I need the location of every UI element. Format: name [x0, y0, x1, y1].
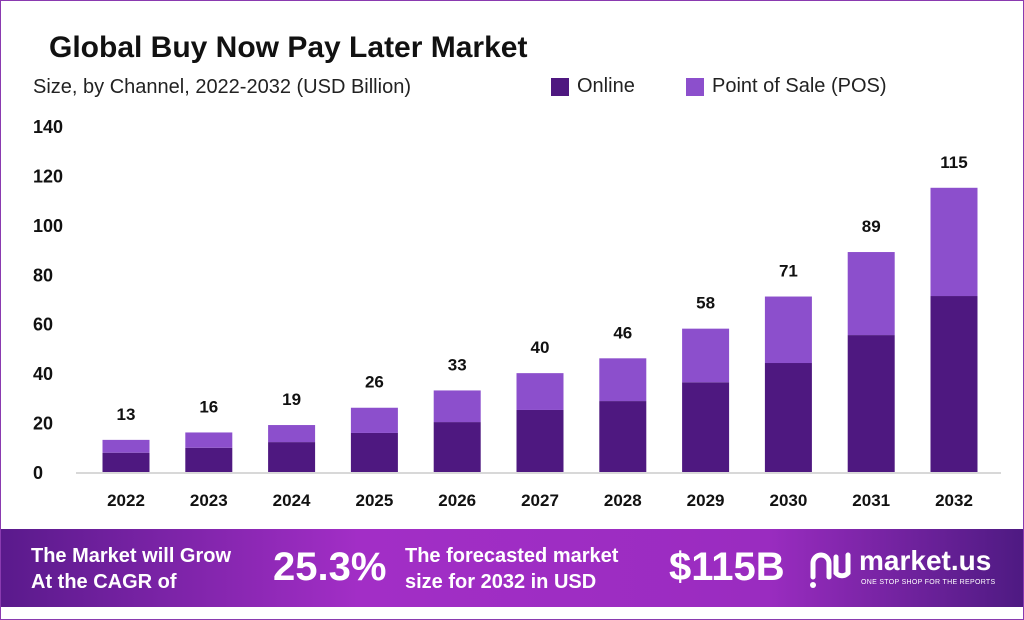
y-tick-label: 20	[33, 414, 53, 434]
chart-title: Global Buy Now Pay Later Market	[49, 31, 528, 64]
cagr-value: 25.3%	[273, 545, 387, 589]
y-tick-label: 0	[33, 463, 43, 483]
legend-swatch-pos	[686, 77, 704, 96]
total-label: 46	[613, 323, 632, 342]
bar-pos-2030	[764, 296, 812, 364]
total-label: 71	[779, 262, 798, 281]
total-label: 58	[696, 294, 715, 313]
bar-pos-2028	[599, 358, 647, 402]
bar-pos-2031	[847, 252, 895, 336]
total-label: 26	[365, 373, 384, 392]
bar-online-2023	[185, 447, 233, 472]
forecast-value: $115B	[669, 545, 785, 589]
legend-label-online: Online	[577, 75, 635, 97]
bar-pos-2022	[102, 439, 150, 453]
bar-online-2022	[102, 452, 150, 472]
logo-name: market.us	[859, 545, 992, 576]
legend-pos: Point of Sale (POS)	[686, 75, 887, 98]
legend-label-pos: Point of Sale (POS)	[712, 75, 887, 97]
x-tick-label: 2023	[190, 491, 228, 510]
x-tick-label: 2025	[355, 491, 393, 510]
logo-tagline: ONE STOP SHOP FOR THE REPORTS	[861, 579, 996, 586]
total-label: 115	[940, 153, 967, 172]
cagr-label: The Market will Grow At the CAGR of	[31, 543, 231, 595]
forecast-text-2: size for 2032 in USD	[405, 571, 597, 593]
total-label: 16	[199, 397, 218, 416]
forecast-text-1: The forecasted market	[405, 545, 619, 567]
y-tick-label: 60	[33, 315, 53, 335]
bar-online-2031	[847, 335, 895, 472]
x-tick-label: 2030	[769, 491, 807, 510]
x-tick-label: 2024	[273, 491, 311, 510]
total-label: 33	[448, 355, 467, 374]
market-us-logo-icon	[809, 547, 855, 594]
x-tick-label: 2032	[935, 491, 973, 510]
bar-pos-2027	[516, 373, 564, 410]
y-tick-label: 100	[33, 216, 63, 236]
y-tick-label: 80	[33, 265, 53, 285]
x-tick-label: 2027	[521, 491, 559, 510]
legend-online: Online	[551, 75, 635, 98]
x-tick-label: 2022	[107, 491, 145, 510]
bar-pos-2023	[185, 432, 233, 448]
bar-online-2028	[599, 401, 647, 472]
bar-pos-2029	[682, 328, 730, 383]
y-tick-label: 120	[33, 166, 63, 186]
x-tick-label: 2029	[687, 491, 725, 510]
bar-online-2024	[268, 442, 316, 472]
forecast-label: The forecasted market size for 2032 in U…	[405, 543, 618, 595]
bar-online-2025	[350, 432, 398, 472]
x-tick-label: 2031	[852, 491, 890, 510]
bar-online-2032	[930, 296, 978, 472]
chart-svg: 0 20 40 60 80 100 120 140 13 2022 16 2023 19 2024 26 20…	[33, 117, 1001, 510]
bar-pos-2025	[350, 407, 398, 433]
bar-pos-2024	[268, 425, 316, 443]
total-label: 40	[531, 338, 550, 357]
bar-online-2030	[764, 363, 812, 472]
x-tick-label: 2026	[438, 491, 476, 510]
y-tick-label: 40	[33, 364, 53, 384]
y-tick-label: 140	[33, 117, 63, 137]
bar-online-2026	[433, 422, 481, 472]
bar-pos-2026	[433, 390, 481, 423]
bar-online-2029	[682, 382, 730, 472]
summary-banner: The Market will Grow At the CAGR of 25.3…	[1, 529, 1023, 607]
cagr-text-2: At the CAGR of	[31, 571, 177, 593]
total-label: 89	[862, 217, 881, 236]
bar-pos-2032	[930, 187, 978, 297]
total-label: 19	[282, 390, 301, 409]
cagr-text-1: The Market will Grow	[31, 545, 232, 567]
x-tick-label: 2028	[604, 491, 642, 510]
bar-online-2027	[516, 409, 564, 472]
total-label: 13	[117, 405, 136, 424]
legend-swatch-online	[551, 77, 569, 96]
chart-subtitle: Size, by Channel, 2022-2032 (USD Billion…	[33, 76, 411, 98]
